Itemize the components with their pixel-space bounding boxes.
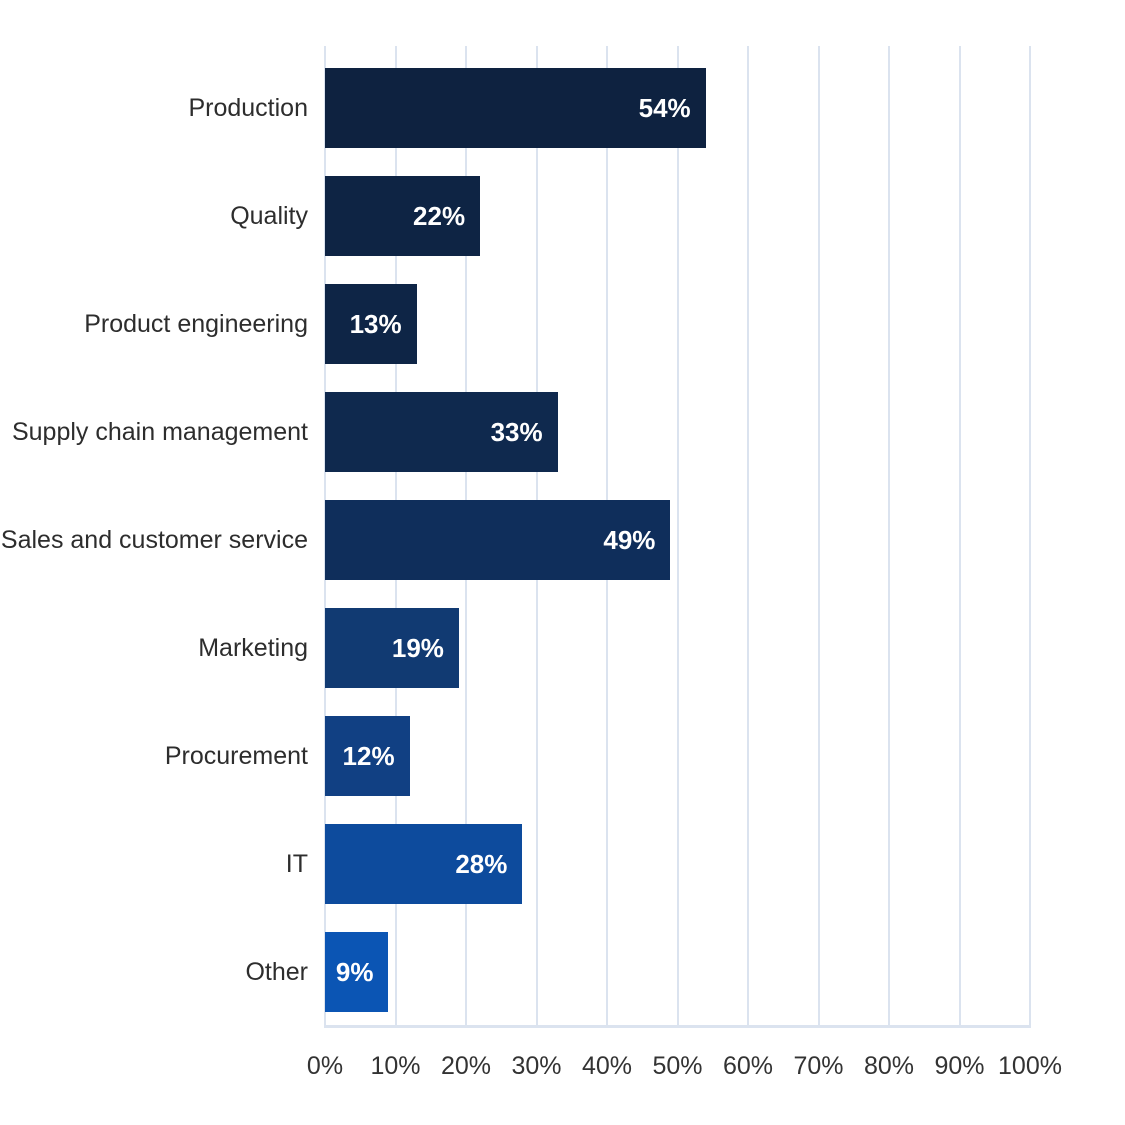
bar-it: 28% — [325, 824, 523, 904]
bar-supply-chain-management: 33% — [325, 392, 558, 472]
bar-value-label: 49% — [603, 525, 656, 555]
x-tick-label: 40% — [581, 1052, 633, 1080]
bar-value-label: 13% — [349, 309, 402, 339]
category-label-supply-chain-management: Supply chain management — [11, 418, 308, 446]
bar-value-label: 12% — [342, 741, 395, 771]
category-label-other: Other — [245, 958, 308, 986]
x-tick-label: 20% — [440, 1052, 492, 1080]
x-tick-label: 60% — [722, 1052, 774, 1080]
bar-product-engineering: 13% — [325, 284, 417, 364]
bar-procurement: 12% — [325, 716, 410, 796]
x-tick-label: 10% — [370, 1052, 421, 1080]
x-tick-label: 30% — [511, 1052, 562, 1080]
plot-area: 54% 22% 13% 33% 49% 19% 12% 28% 9% — [324, 46, 1031, 1028]
category-label-sales-and-customer-service: Sales and customer service — [0, 526, 308, 554]
gridline — [676, 46, 679, 1028]
x-tick-label: 50% — [652, 1052, 703, 1080]
x-tick-label: 100% — [998, 1052, 1062, 1080]
bar-value-label: 33% — [490, 417, 543, 447]
bar-value-label: 54% — [638, 93, 691, 123]
category-label-production: Production — [188, 94, 308, 122]
category-label-product-engineering: Product engineering — [84, 310, 308, 338]
category-label-quality: Quality — [230, 202, 308, 230]
gridline — [747, 46, 749, 1028]
gridline — [1029, 46, 1031, 1028]
x-tick-label: 90% — [934, 1052, 985, 1080]
gridline — [817, 46, 820, 1028]
bar-value-label: 9% — [335, 957, 374, 987]
bar-value-label: 28% — [455, 849, 508, 879]
bar-sales-and-customer-service: 49% — [325, 500, 671, 580]
bar-value-label: 19% — [391, 633, 444, 663]
gridline — [888, 46, 890, 1028]
x-tick-label: 70% — [793, 1052, 844, 1080]
category-label-procurement: Procurement — [164, 742, 308, 770]
category-label-marketing: Marketing — [198, 634, 308, 662]
gridline — [958, 46, 961, 1028]
bar-value-label: 22% — [413, 201, 466, 231]
category-label-it: IT — [285, 850, 308, 878]
bar-other: 9% — [325, 932, 389, 1012]
bar-production: 54% — [325, 68, 706, 148]
bar-marketing: 19% — [325, 608, 459, 688]
x-tick-label: 80% — [863, 1052, 915, 1080]
bar-quality: 22% — [325, 176, 481, 256]
x-tick-label: 0% — [306, 1052, 344, 1080]
